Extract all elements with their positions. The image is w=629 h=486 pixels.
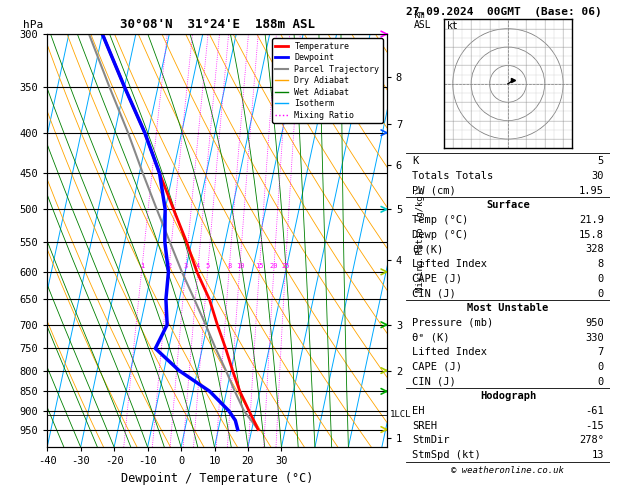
Text: hPa: hPa	[23, 20, 43, 30]
Text: 0: 0	[598, 289, 604, 298]
X-axis label: Dewpoint / Temperature (°C): Dewpoint / Temperature (°C)	[121, 472, 313, 485]
Text: CIN (J): CIN (J)	[412, 289, 455, 298]
Text: 1.95: 1.95	[579, 186, 604, 196]
Text: Pressure (mb): Pressure (mb)	[412, 318, 493, 328]
Text: StmSpd (kt): StmSpd (kt)	[412, 450, 481, 460]
Text: kt: kt	[447, 20, 459, 31]
Text: 5: 5	[206, 263, 210, 269]
Text: © weatheronline.co.uk: © weatheronline.co.uk	[452, 466, 564, 475]
Text: CAPE (J): CAPE (J)	[412, 362, 462, 372]
Text: 25: 25	[281, 263, 290, 269]
Text: 3: 3	[184, 263, 188, 269]
Text: 278°: 278°	[579, 435, 604, 446]
Text: CAPE (J): CAPE (J)	[412, 274, 462, 284]
Text: 0: 0	[598, 362, 604, 372]
Legend: Temperature, Dewpoint, Parcel Trajectory, Dry Adiabat, Wet Adiabat, Isotherm, Mi: Temperature, Dewpoint, Parcel Trajectory…	[272, 38, 382, 123]
Text: Lifted Index: Lifted Index	[412, 259, 487, 269]
Text: 15.8: 15.8	[579, 230, 604, 240]
Text: K: K	[412, 156, 418, 166]
Text: -61: -61	[585, 406, 604, 416]
Text: km
ASL: km ASL	[414, 10, 431, 30]
Text: 0: 0	[598, 274, 604, 284]
Text: Most Unstable: Most Unstable	[467, 303, 548, 313]
Text: 330: 330	[585, 332, 604, 343]
Title: 30°08'N  31°24'E  188m ASL: 30°08'N 31°24'E 188m ASL	[120, 18, 314, 32]
Text: Totals Totals: Totals Totals	[412, 171, 493, 181]
Text: SREH: SREH	[412, 421, 437, 431]
Text: θᵉ(K): θᵉ(K)	[412, 244, 443, 255]
Text: Dewp (°C): Dewp (°C)	[412, 230, 468, 240]
Text: Hodograph: Hodograph	[480, 391, 536, 401]
Text: 7: 7	[598, 347, 604, 357]
Text: CIN (J): CIN (J)	[412, 377, 455, 387]
Text: 2: 2	[167, 263, 171, 269]
Text: 21.9: 21.9	[579, 215, 604, 225]
Text: 0: 0	[598, 377, 604, 387]
Text: 10: 10	[236, 263, 244, 269]
Text: 950: 950	[585, 318, 604, 328]
Text: 27.09.2024  00GMT  (Base: 06): 27.09.2024 00GMT (Base: 06)	[406, 7, 601, 17]
Text: Temp (°C): Temp (°C)	[412, 215, 468, 225]
Text: -15: -15	[585, 421, 604, 431]
Text: 328: 328	[585, 244, 604, 255]
Text: Surface: Surface	[486, 200, 530, 210]
Text: 1LCL: 1LCL	[390, 410, 412, 419]
Text: Lifted Index: Lifted Index	[412, 347, 487, 357]
Text: 8: 8	[598, 259, 604, 269]
Text: θᵉ (K): θᵉ (K)	[412, 332, 449, 343]
Text: 8: 8	[227, 263, 231, 269]
Text: 20: 20	[270, 263, 278, 269]
Text: PW (cm): PW (cm)	[412, 186, 455, 196]
Text: 15: 15	[255, 263, 264, 269]
Text: 30: 30	[591, 171, 604, 181]
Text: 1: 1	[140, 263, 144, 269]
Text: 13: 13	[591, 450, 604, 460]
Text: 5: 5	[598, 156, 604, 166]
Text: StmDir: StmDir	[412, 435, 449, 446]
Text: 4: 4	[196, 263, 200, 269]
Text: Mixing Ratio (g/kg): Mixing Ratio (g/kg)	[416, 190, 425, 292]
Text: EH: EH	[412, 406, 425, 416]
